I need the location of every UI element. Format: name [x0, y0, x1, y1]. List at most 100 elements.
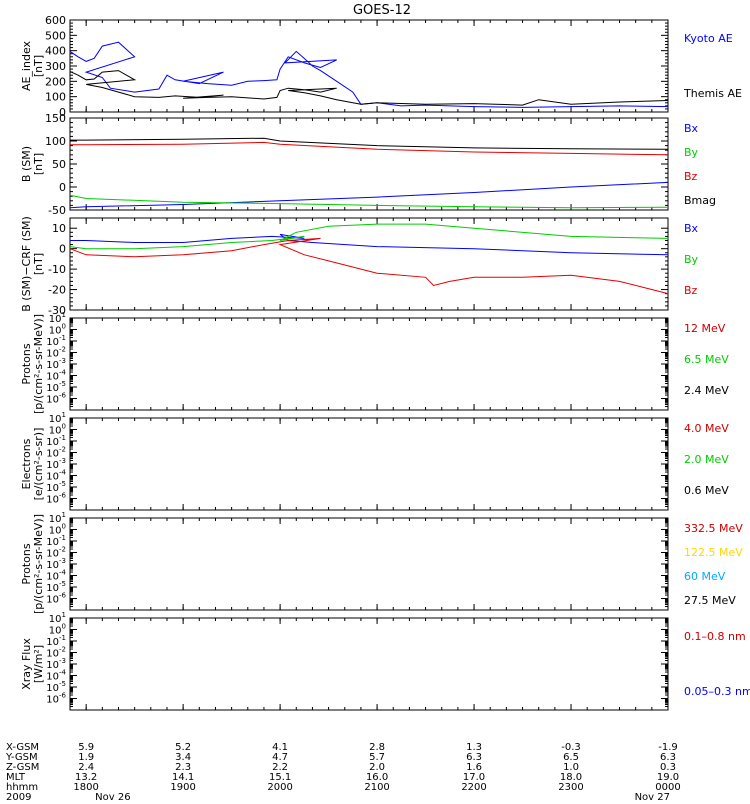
y-tick-label: 10-5 — [46, 480, 66, 494]
series-line-bz — [70, 141, 669, 156]
xaxis-value: 6.5 — [563, 752, 579, 763]
xaxis-value: 16.0 — [366, 772, 388, 783]
y-tick-label: 10-5 — [46, 580, 66, 594]
xaxis-value: 13.2 — [75, 772, 97, 783]
y-tick-label: -30 — [48, 304, 66, 317]
legend-entry: 60 MeV — [684, 570, 726, 583]
xaxis-row-label: Y-GSM — [5, 752, 38, 763]
xaxis-value: 3.4 — [175, 752, 191, 763]
panel-frame — [69, 217, 669, 311]
xaxis-value: 1800 — [73, 782, 98, 793]
xaxis-value: 1.3 — [466, 742, 482, 753]
y-tick-label: 0 — [59, 106, 66, 119]
xaxis-value: 2.8 — [369, 742, 385, 753]
legend-entry: By — [684, 146, 699, 159]
y-tick-label: 10-3 — [46, 657, 66, 671]
y-tick-label: 100 — [49, 423, 66, 437]
y-tick-label: 400 — [45, 45, 66, 58]
panel-frame — [69, 417, 669, 511]
y-tick-label: 10-6 — [46, 592, 66, 606]
y-tick-label: 200 — [45, 75, 66, 88]
y-tick-label: 10-3 — [46, 457, 66, 471]
legend-entry: 332.5 MeV — [684, 522, 743, 535]
y-tick-label: 500 — [45, 29, 66, 42]
xaxis-value: 2.2 — [272, 762, 288, 773]
legend-entry: 0.6 MeV — [684, 484, 729, 497]
y-tick-label: 100 — [45, 135, 66, 148]
y-tick-label: 10-4 — [46, 569, 66, 583]
y-tick-label: 10-3 — [46, 557, 66, 571]
series-line-bz — [69, 237, 669, 295]
y-tick-label: 100 — [49, 523, 66, 537]
y-tick-label: 10-2 — [46, 546, 66, 560]
y-tick-label: 300 — [45, 60, 66, 73]
xaxis-value: 1900 — [170, 782, 195, 793]
legend-entry: 27.5 MeV — [684, 594, 736, 607]
legend-entry: Themis AE — [683, 87, 742, 100]
xaxis-value: 2.4 — [78, 762, 94, 773]
legend-entry: Bmag — [684, 194, 716, 207]
xaxis-value: 2000 — [267, 782, 292, 793]
legend-entry: Kyoto AE — [684, 32, 733, 45]
legend-entry: Bz — [684, 170, 698, 183]
series-line-themis-ae — [69, 70, 669, 106]
xaxis-row-label: Z-GSM — [6, 762, 39, 773]
series-line-bx — [69, 181, 669, 209]
y-axis-label: [nT] — [32, 55, 45, 77]
xaxis-value: 2.0 — [369, 762, 385, 773]
xaxis-value: -1.9 — [658, 742, 678, 753]
y-tick-label: 600 — [45, 14, 66, 27]
y-axis-label: [p/(cm²-s-sr-MeV)] — [32, 314, 45, 414]
panel-bdiff: -30 -20 -10 0 10 B (SM)−CRF (SM) [nT] Bx By Bz — [20, 216, 699, 317]
y-tick-label: 10-5 — [46, 680, 66, 694]
xaxis-value: 1.6 — [466, 762, 482, 773]
y-tick-label: 101 — [49, 411, 66, 425]
chart-title: GOES-12 — [353, 3, 411, 18]
xaxis-value: 2200 — [461, 782, 486, 793]
y-tick-label: 10-2 — [46, 646, 66, 660]
panel-frame — [69, 117, 669, 211]
y-axis-label: [nT] — [32, 253, 45, 275]
xaxis-row-label: MLT — [6, 772, 26, 783]
y-axis-label: B (SM) — [20, 146, 33, 182]
y-axis-label: Protons — [20, 543, 33, 584]
y-tick-label: -20 — [48, 284, 66, 297]
panel-bsm: -50 0 50 100 150 B (SM) [nT] Bx By Bz Bmag — [20, 112, 716, 217]
xaxis-row-label: 2009 — [6, 792, 31, 800]
y-tick-label: 101 — [49, 611, 66, 625]
y-axis-label: AE_index — [20, 40, 33, 91]
y-tick-label: -10 — [48, 263, 66, 276]
series-line-by — [69, 194, 669, 209]
xaxis-value: 4.1 — [272, 742, 288, 753]
y-tick-label: 10-4 — [46, 669, 66, 683]
xaxis-value: 4.7 — [272, 752, 288, 763]
xaxis-value: -0.3 — [561, 742, 581, 753]
panel-frame — [69, 517, 669, 611]
legend-entry: Bx — [684, 222, 699, 235]
legend-entry: 0.05–0.3 nm — [684, 685, 750, 698]
xaxis-value: 5.9 — [78, 742, 94, 753]
series-line-bmag — [70, 137, 669, 150]
legend-entry: 0.1–0.8 nm — [684, 630, 746, 643]
legend-entry: 6.5 MeV — [684, 353, 729, 366]
legend-entry: Bz — [684, 284, 698, 297]
xaxis-value: 5.7 — [369, 752, 385, 763]
xaxis-row-label: hhmm — [6, 782, 38, 793]
legend-entry: Bx — [684, 122, 699, 135]
y-tick-label: 101 — [49, 511, 66, 525]
y-tick-label: 10-4 — [46, 469, 66, 483]
y-axis-label: Protons — [20, 343, 33, 384]
y-tick-label: 100 — [45, 91, 66, 104]
y-tick-label: 10-2 — [46, 446, 66, 460]
y-tick-label: 0 — [59, 243, 66, 256]
xaxis-value: Nov 27 — [635, 792, 670, 800]
xaxis-value: 6.3 — [466, 752, 482, 763]
y-tick-label: 50 — [52, 158, 66, 171]
y-tick-label: 10-1 — [46, 434, 66, 448]
xaxis-value: 17.0 — [463, 772, 485, 783]
